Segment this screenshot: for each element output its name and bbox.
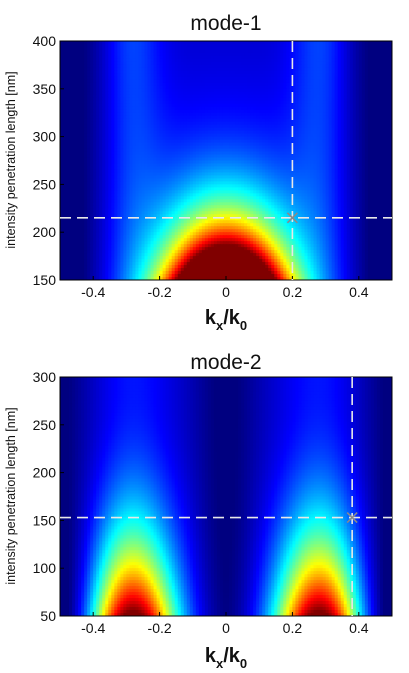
y-tick-label: 300 xyxy=(33,369,57,385)
x-axis-label: kx/k0 xyxy=(205,307,247,333)
marker-x-icon xyxy=(286,212,298,224)
x-axis-label: kx/k0 xyxy=(205,645,247,671)
x-tick-label: 0.2 xyxy=(283,284,303,300)
x-tick-label: -0.4 xyxy=(81,284,105,300)
heatmap-cells xyxy=(60,377,392,616)
x-tick-label: 0.4 xyxy=(349,620,369,636)
x-tick-label: 0.2 xyxy=(283,620,303,636)
y-tick-label: 350 xyxy=(33,81,57,97)
x-tick-label: -0.2 xyxy=(148,620,172,636)
y-tick-label: 250 xyxy=(33,176,57,192)
y-tick-label: 250 xyxy=(33,417,57,433)
panel-mode-1: mode-1 -0.4 -0.2 0 0.2 0.4 150 200 250 300 350 400… xyxy=(4,12,393,333)
y-tick-label: 50 xyxy=(40,608,56,624)
y-tick-label: 100 xyxy=(33,560,57,576)
x-tick-label: 0.4 xyxy=(349,284,369,300)
y-axis-label: intensity penetration length [nm] xyxy=(4,407,18,584)
y-tick-label: 200 xyxy=(33,465,57,481)
panel-mode-2: mode-2 -0.4 -0.2 0 0.2 0.450100150200250300 … xyxy=(4,351,393,671)
y-tick-label: 150 xyxy=(33,272,57,288)
marker-x-icon xyxy=(346,511,358,524)
y-tick-label: 400 xyxy=(33,33,57,49)
chart-title: mode-2 xyxy=(190,351,261,374)
x-tick-label: -0.2 xyxy=(148,284,172,300)
x-tick-label: 0 xyxy=(222,620,230,636)
y-tick-label: 150 xyxy=(33,512,57,528)
heatmap-cells xyxy=(60,41,392,280)
y-tick-label: 200 xyxy=(33,224,57,240)
heatmap-plot-area: -0.4 -0.2 0 0.2 0.4 50 100 150 200 250 300 xyxy=(33,369,393,636)
y-tick-label: 300 xyxy=(33,129,57,145)
chart-title: mode-1 xyxy=(190,12,261,35)
x-tick-label: 0 xyxy=(222,284,230,300)
x-tick-label: -0.4 xyxy=(81,620,105,636)
y-axis-label: intensity penetration length [nm] xyxy=(4,71,18,248)
heatmap-plot-area: -0.4 -0.2 0 0.2 0.4 150 200 250 300 350 400 xyxy=(33,33,393,300)
